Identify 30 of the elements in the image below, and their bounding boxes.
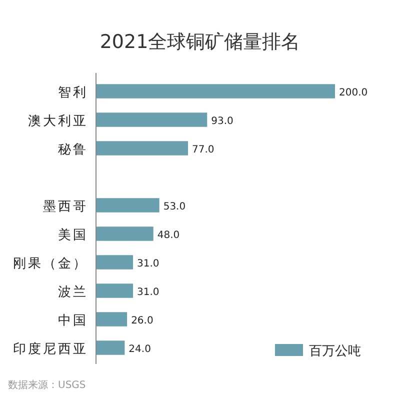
y-tick-label: 中国 <box>58 313 88 328</box>
bar <box>96 198 160 212</box>
legend-label: 百万公吨 <box>309 344 361 359</box>
bar <box>96 312 128 326</box>
bar <box>96 112 208 127</box>
bar <box>96 255 134 270</box>
data-label: 26.0 <box>131 315 154 326</box>
y-tick-label: 波兰 <box>58 284 88 300</box>
data-label: 48.0 <box>157 230 180 241</box>
y-tick-label: 美国 <box>58 226 88 243</box>
y-tick-label: 秘鲁 <box>58 142 88 158</box>
y-tick-label: 刚果（金） <box>13 256 88 272</box>
y-tick-label: 澳大利亚 <box>28 114 88 129</box>
bar <box>96 226 154 241</box>
bar <box>96 284 134 298</box>
y-tick-label: 智利 <box>58 85 88 100</box>
bar <box>96 340 125 355</box>
bar <box>96 84 335 98</box>
y-tick-label: 墨西哥 <box>43 199 88 214</box>
data-label: 53.0 <box>163 201 186 212</box>
data-label: 24.0 <box>128 344 151 355</box>
data-label: 200.0 <box>339 87 368 98</box>
bar <box>96 141 188 156</box>
chart-title: 2021全球铜矿储量排名 <box>100 31 300 53</box>
data-label: 31.0 <box>137 258 160 270</box>
data-label: 31.0 <box>137 286 160 298</box>
source-note: 数据来源：USGS <box>8 379 86 391</box>
data-label: 93.0 <box>211 116 234 127</box>
y-tick-label: 印度尼西亚 <box>13 340 88 357</box>
data-label: 77.0 <box>192 144 214 156</box>
